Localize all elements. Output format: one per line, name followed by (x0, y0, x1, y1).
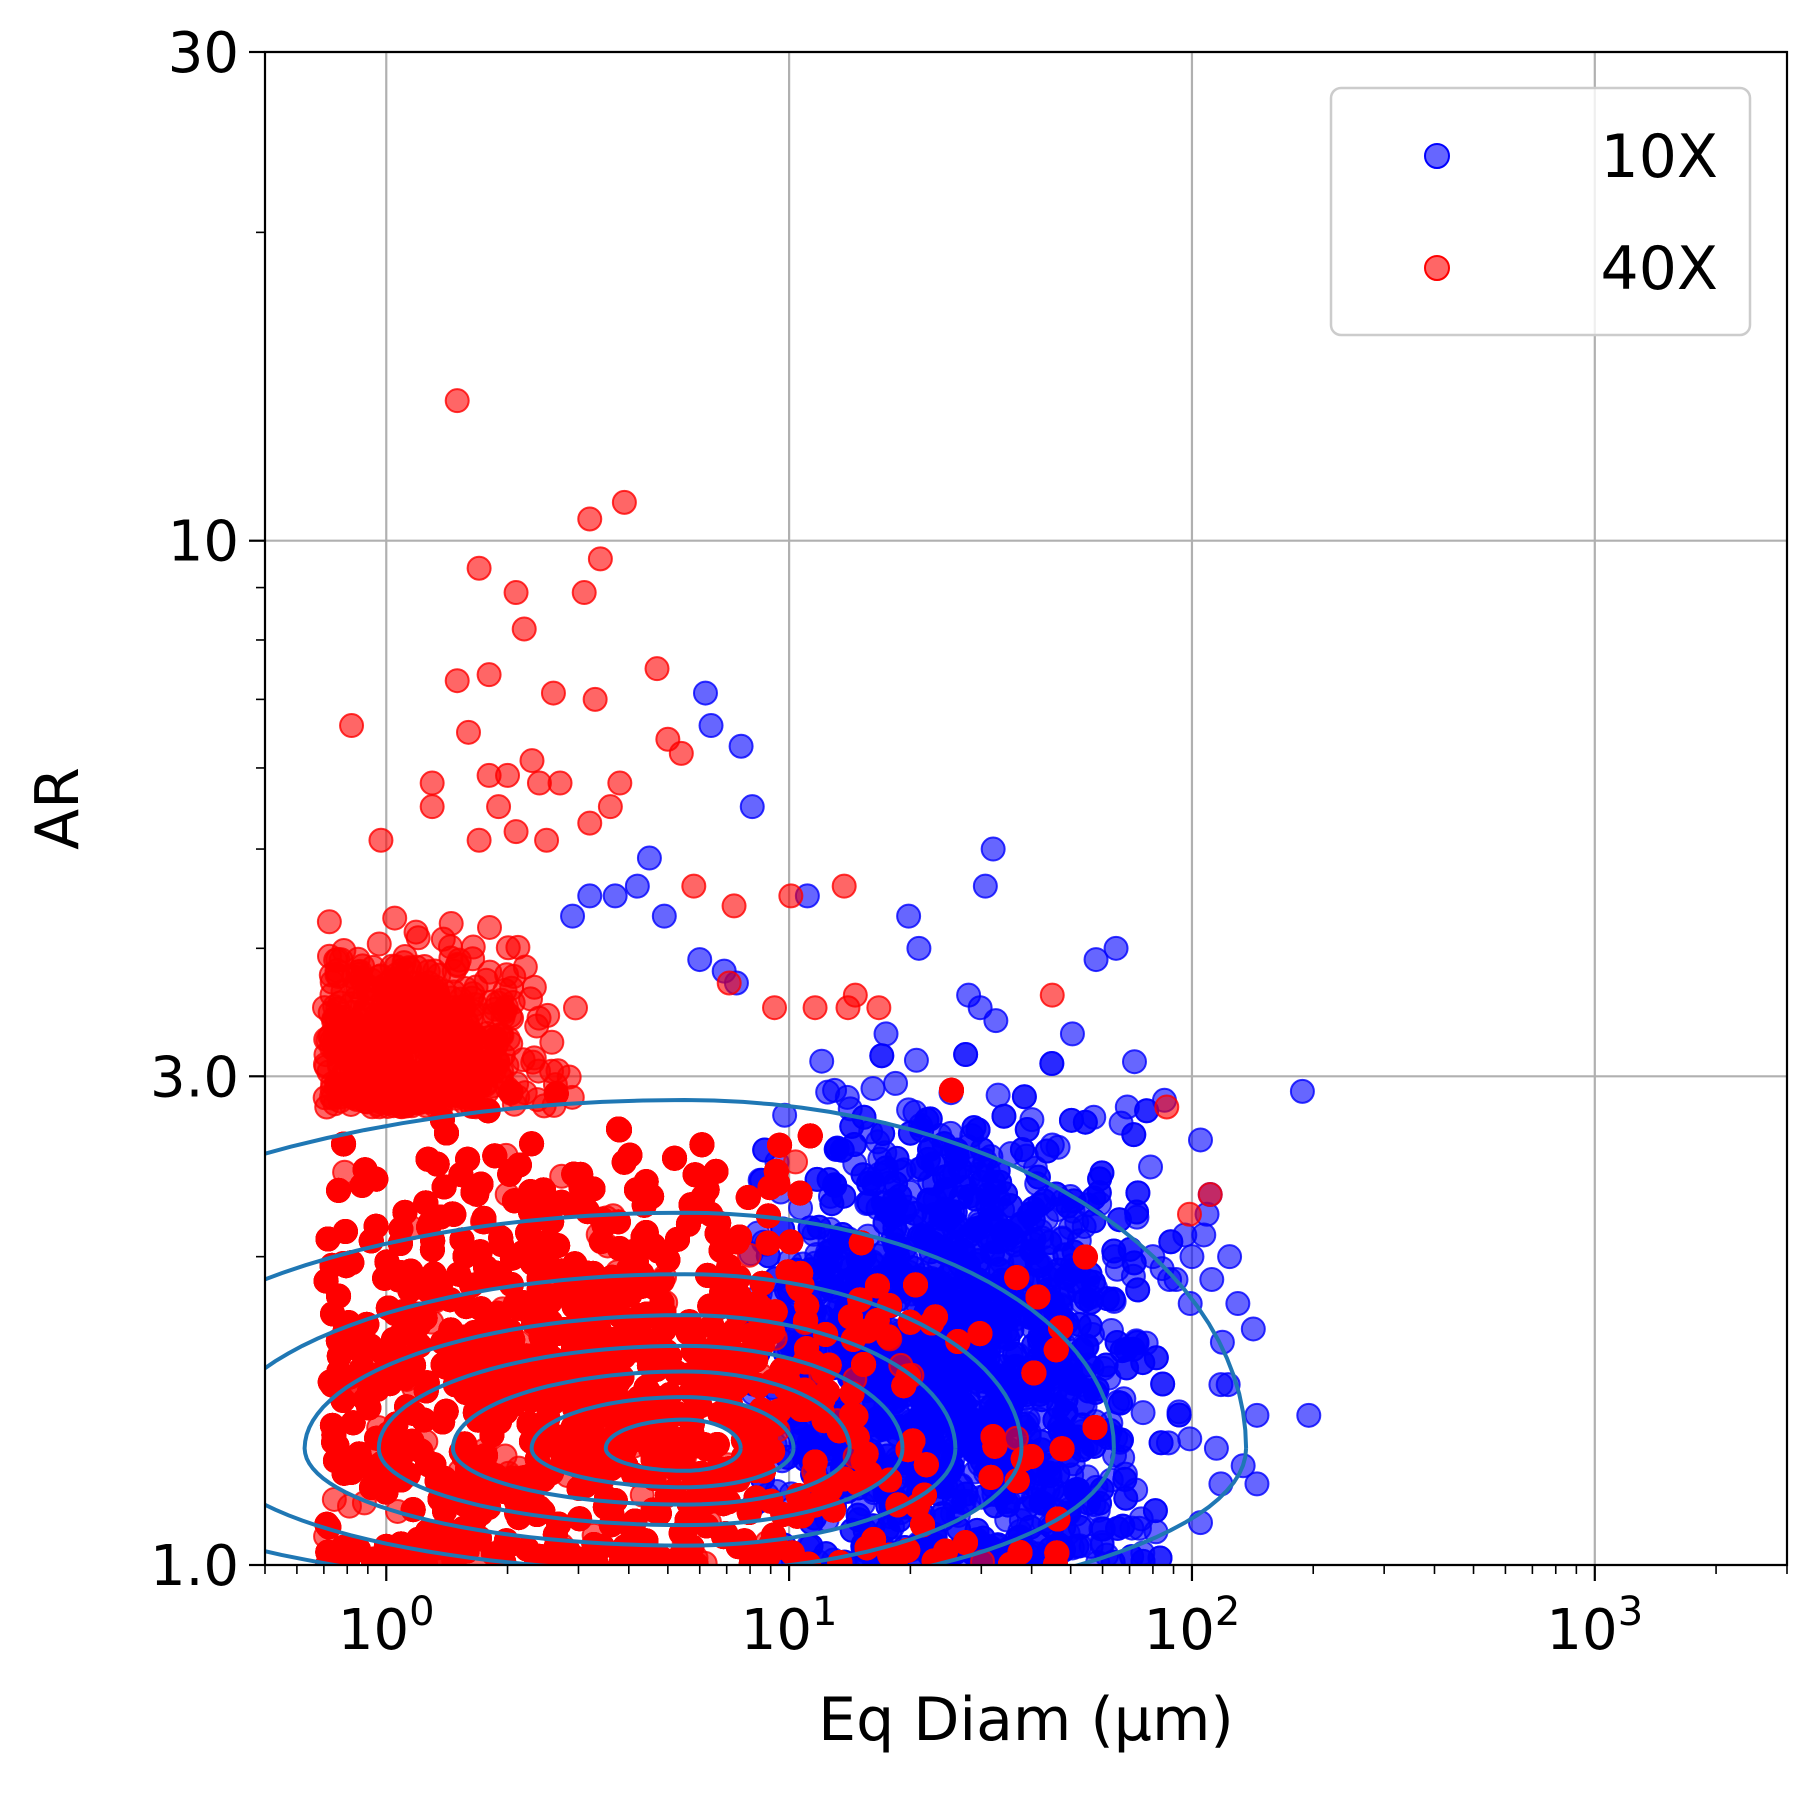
data-point-10x (1114, 1355, 1140, 1381)
data-point-10x (692, 680, 718, 706)
data-point-10x (560, 903, 586, 929)
data-point-10x (739, 794, 765, 820)
data-point-10x (883, 1070, 909, 1096)
data-point-10x (1103, 935, 1129, 961)
data-point-10x (577, 883, 603, 909)
data-point-10x (1090, 1516, 1116, 1542)
data-point-10x (869, 1043, 895, 1069)
data-point-10x (953, 1042, 979, 1068)
data-point-10x (965, 1117, 991, 1143)
data-point-10x (884, 1145, 910, 1171)
data-point-10x (1046, 1257, 1072, 1283)
data-point-10x (873, 1196, 899, 1222)
data-point-10x (996, 1306, 1022, 1332)
data-point-10x (1138, 1154, 1164, 1180)
data-point-10x (1059, 1021, 1085, 1047)
data-point-10x (1101, 1238, 1127, 1264)
data-point-10x (1150, 1371, 1176, 1397)
data-point-10x (917, 1137, 943, 1163)
data-point-10x (1217, 1244, 1243, 1270)
data-point-10x (1058, 1107, 1084, 1133)
data-point-10x (1199, 1266, 1225, 1292)
data-point-10x (1125, 1277, 1151, 1303)
data-point-10x (1124, 1199, 1150, 1225)
data-point-10x (1055, 1365, 1081, 1391)
data-point-10x (1089, 1160, 1115, 1186)
data-point-10x (972, 873, 998, 899)
data-point-10x (914, 1107, 940, 1133)
data-point-10x (822, 1172, 848, 1198)
data-point-10x (1011, 1084, 1037, 1110)
data-point-10x (624, 873, 650, 899)
data-point-10x (602, 883, 628, 909)
data-point-10x (932, 1196, 958, 1222)
data-point-10x (1113, 1485, 1139, 1511)
data-point-10x (906, 935, 932, 961)
data-point-10x (983, 1008, 1009, 1034)
data-point-10x (1177, 1426, 1203, 1452)
data-point-10x (1108, 1390, 1134, 1416)
data-point-10x (873, 1021, 899, 1047)
data-point-10x (1148, 1430, 1174, 1456)
data-point-10x (1179, 1244, 1205, 1270)
data-point-10x (1172, 1222, 1198, 1248)
data-point-10x (829, 1137, 855, 1163)
data-point-10x (1225, 1291, 1251, 1317)
data-point-10x (1039, 1051, 1065, 1077)
data-point-10x (1240, 1316, 1266, 1342)
data-point-10x (1244, 1402, 1270, 1428)
data-point-10x (1081, 1208, 1107, 1234)
data-point-10x (1064, 1476, 1090, 1502)
data-point-10x (906, 1224, 932, 1250)
data-point-10x (969, 1169, 995, 1195)
plot-area (265, 388, 1322, 1565)
data-point-10x (995, 1220, 1021, 1246)
data-point-10x (834, 1084, 860, 1110)
data-point-10x (1143, 1345, 1169, 1371)
data-point-10x (963, 1294, 989, 1320)
data-point-10x (1203, 1435, 1229, 1461)
data-point-10x (809, 1048, 835, 1074)
data-point-10x (1020, 1239, 1046, 1265)
data-point-10x (985, 1082, 1011, 1108)
data-point-10x (728, 733, 754, 759)
data-point-10x (1142, 1498, 1168, 1524)
data-point-10x (907, 1404, 933, 1430)
data-point-10x (1121, 1049, 1147, 1075)
data-point-10x (817, 1249, 843, 1275)
data-point-10x (636, 845, 662, 871)
data-point-10x (1045, 1461, 1071, 1487)
data-point-10x (856, 1170, 882, 1196)
data-point-10x (991, 1103, 1017, 1129)
data-point-10x (980, 836, 1006, 862)
data-point-10x (1014, 1117, 1040, 1143)
data-point-10x (903, 1047, 929, 1073)
data-point-10x (1034, 1138, 1060, 1164)
data-point-10x (1104, 1329, 1130, 1355)
data-point-10x (1130, 1400, 1156, 1426)
data-point-10x (896, 903, 922, 929)
data-point-10x (947, 1156, 973, 1182)
data-point-10x (1108, 1110, 1134, 1136)
data-point-10x (860, 1076, 886, 1102)
data-point-10x (698, 713, 724, 739)
data-point-10x (1166, 1402, 1192, 1428)
data-point-10x (1053, 1400, 1079, 1426)
data-point-10x (1208, 1471, 1234, 1497)
data-point-10x (1187, 1127, 1213, 1153)
data-point-10x (1031, 1188, 1057, 1214)
data-point-10x (866, 1417, 892, 1443)
data-point-10x (651, 903, 677, 929)
data-point-10x (687, 947, 713, 973)
data-point-10x (1093, 1352, 1119, 1378)
data-point-10x (1094, 1286, 1120, 1312)
data-point-10x (935, 1358, 961, 1384)
data-point-10x (1289, 1078, 1315, 1104)
data-point-10x (1296, 1402, 1322, 1428)
